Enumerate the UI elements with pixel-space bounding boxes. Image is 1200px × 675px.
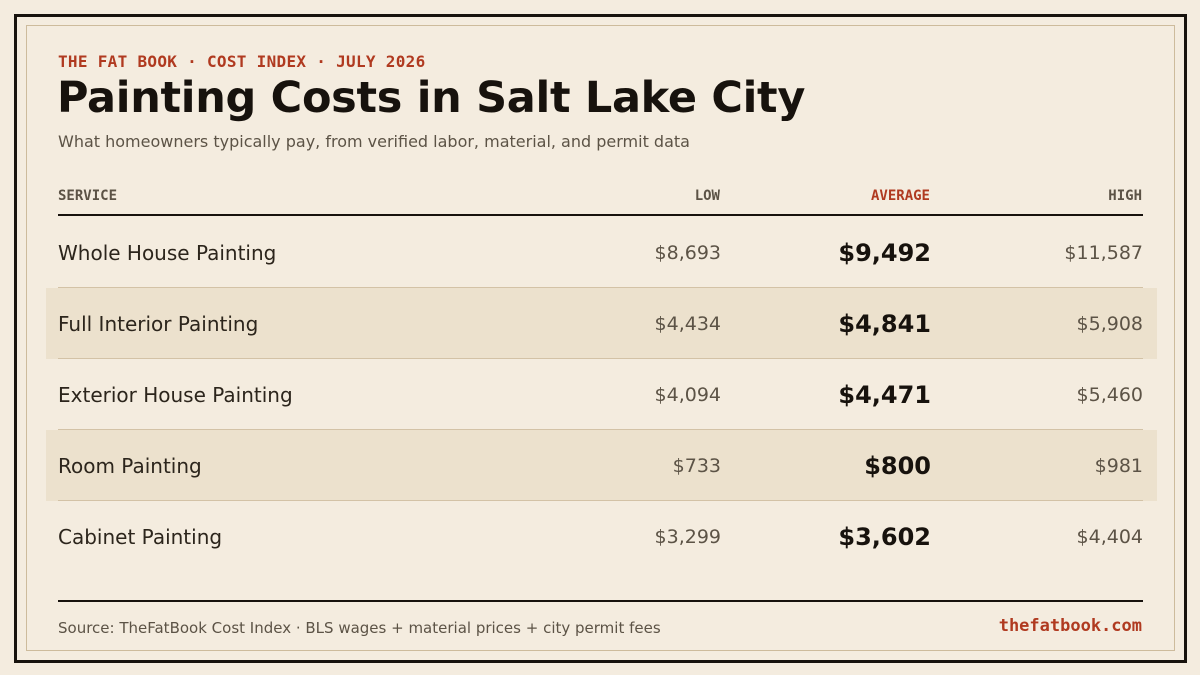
high-cost: $11,587	[1064, 241, 1143, 264]
column-header-low: LOW	[694, 188, 720, 204]
table-row: Whole House Painting $8,693 $9,492 $11,5…	[46, 217, 1157, 288]
average-cost: $800	[864, 451, 931, 480]
source-note: Source: TheFatBook Cost Index · BLS wage…	[58, 619, 661, 637]
service-name: Cabinet Painting	[58, 524, 223, 549]
average-cost: $3,602	[838, 522, 931, 551]
low-cost: $4,434	[654, 312, 721, 335]
header-divider	[58, 214, 1143, 216]
footer-divider	[58, 600, 1143, 602]
row-divider	[58, 500, 1143, 501]
inner-frame	[26, 25, 1175, 651]
service-name: Whole House Painting	[58, 240, 277, 265]
kicker: THE FAT BOOK · COST INDEX · JULY 2026	[58, 52, 426, 71]
high-cost: $4,404	[1076, 525, 1143, 548]
column-header-average: AVERAGE	[870, 188, 930, 204]
service-name: Exterior House Painting	[58, 382, 293, 407]
column-header-service: SERVICE	[58, 188, 118, 204]
table-row: Exterior House Painting $4,094 $4,471 $5…	[46, 359, 1157, 430]
row-divider	[58, 358, 1143, 359]
page-title: Painting Costs in Salt Lake City	[57, 73, 806, 123]
low-cost: $3,299	[654, 525, 721, 548]
table-row: Full Interior Painting $4,434 $4,841 $5,…	[46, 288, 1157, 359]
outer-frame	[14, 14, 1187, 663]
low-cost: $4,094	[654, 383, 721, 406]
average-cost: $9,492	[838, 238, 931, 267]
table-row: Cabinet Painting $3,299 $3,602 $4,404	[46, 501, 1157, 572]
column-header-high: HIGH	[1108, 188, 1142, 204]
average-cost: $4,471	[838, 380, 931, 409]
page-subtitle: What homeowners typically pay, from veri…	[58, 132, 690, 151]
high-cost: $981	[1094, 454, 1143, 477]
high-cost: $5,908	[1076, 312, 1143, 335]
service-name: Room Painting	[58, 453, 202, 478]
low-cost: $8,693	[654, 241, 721, 264]
low-cost: $733	[672, 454, 721, 477]
row-divider	[58, 429, 1143, 430]
table-row: Room Painting $733 $800 $981	[46, 430, 1157, 501]
site-link[interactable]: thefatbook.com	[998, 616, 1142, 636]
average-cost: $4,841	[838, 309, 931, 338]
row-divider	[58, 287, 1143, 288]
high-cost: $5,460	[1076, 383, 1143, 406]
service-name: Full Interior Painting	[58, 311, 259, 336]
